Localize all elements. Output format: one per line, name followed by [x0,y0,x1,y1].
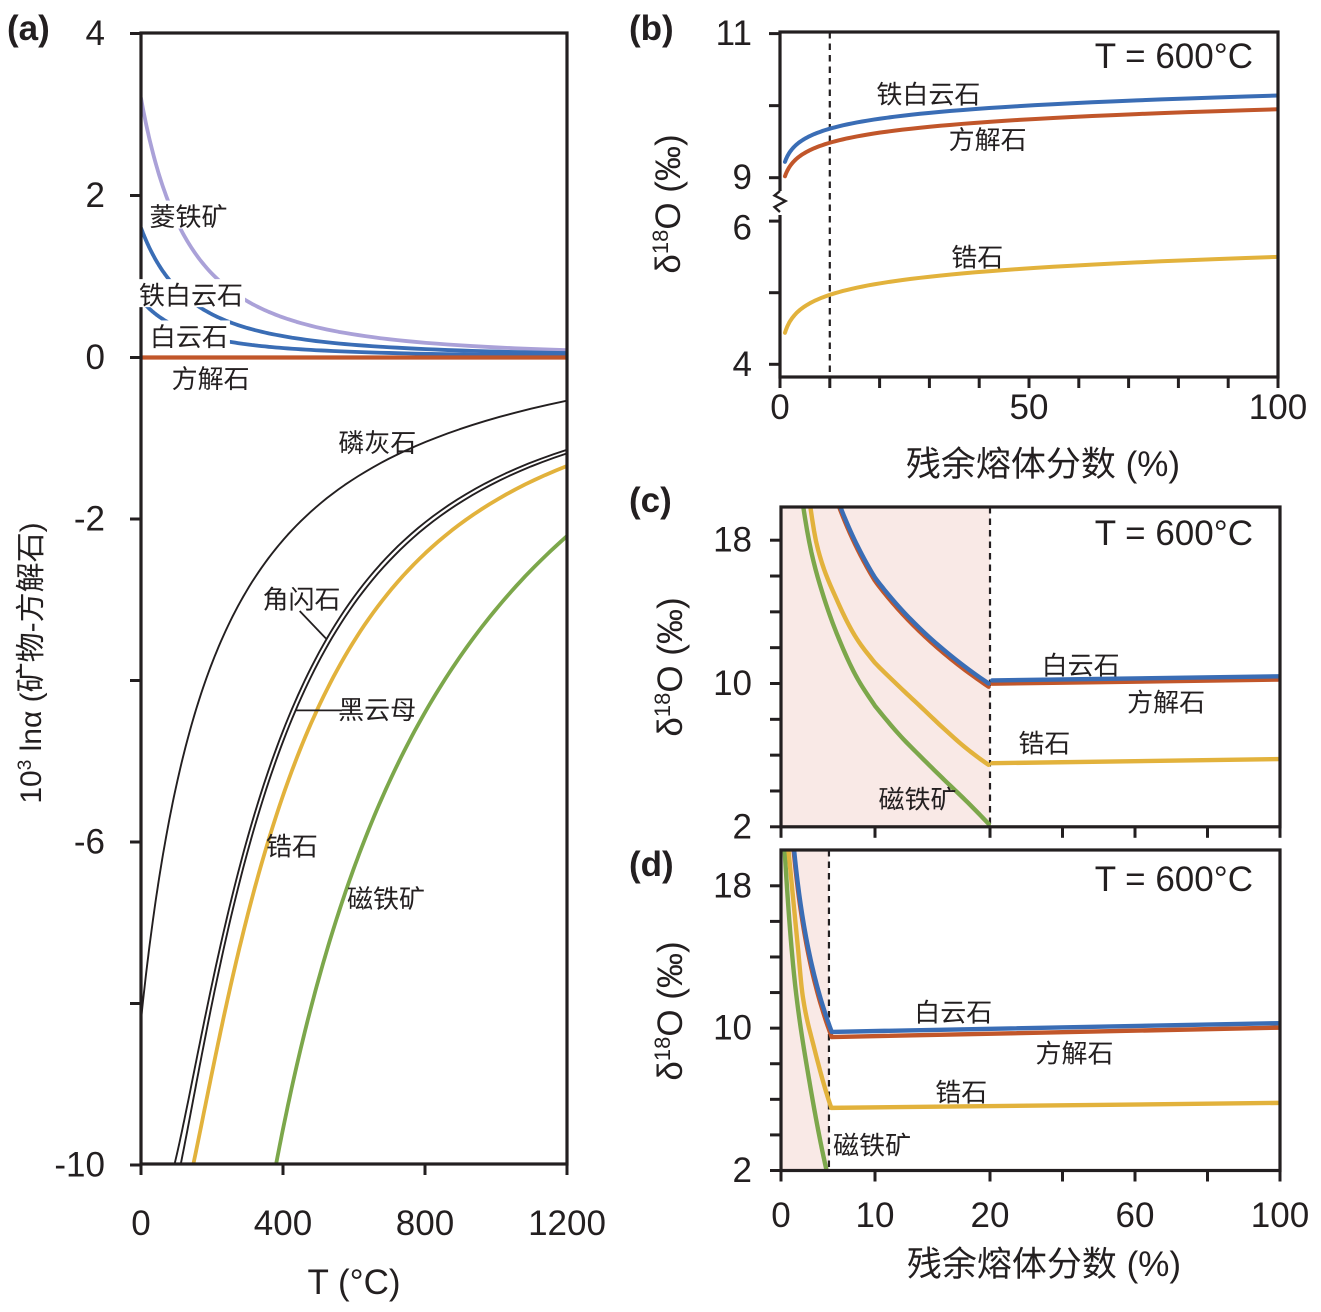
x-tick-label: 0 [131,1204,150,1243]
curve-label: 锆石 [266,832,318,862]
x-tick-label: 800 [396,1204,454,1243]
curve-label-bg [147,200,230,229]
series-zircon-curve [808,507,1280,768]
series-hornblende-curve [173,448,567,1164]
series-magnetite-curve [801,507,992,827]
x-axis-title: 残余熔体分数 (%) [907,1245,1181,1284]
curve-label: 磁铁矿 [879,784,957,814]
series-biotite-curve [179,452,567,1164]
y-axis-title: δ18O (‰) [650,941,690,1080]
series-dolomite-curve [838,507,1280,686]
curve-label-bg [137,279,246,308]
plot-box [779,505,1282,829]
x-axis-title: T (°C) [307,1263,400,1302]
panel-b: 0 50 100 4 6 9 11 残余熔体分数 (%) δ18O (‰) (b) T = 600°… [629,9,1307,484]
plot-box [779,848,1282,1173]
curve-label: 方解石 [1127,687,1205,717]
x-tick-label: 100 [1249,388,1307,427]
curve-label: 白云石 [1042,651,1120,681]
temperature-label: T = 600°C [1095,860,1253,899]
y-tick-label: -6 [74,823,105,862]
series-ankerite-curve [782,93,1278,164]
series-zircon-curve [782,254,1278,335]
curve-label: 黑云母 [338,695,416,725]
curve-label-leader [299,610,327,640]
x-axis-title: 残余熔体分数 (%) [906,445,1180,484]
panel-d: 0 10 20 60 100 2 10 18 残余熔体分数 (%) δ18O (‰) (d) T = … [629,845,1309,1284]
x-tick-label: 50 [1010,388,1049,427]
curve-label: 锆石 [1018,728,1070,758]
y-tick-label: 4 [733,345,752,384]
x-tick-label: 20 [971,1196,1010,1235]
temperature-label: T = 600°C [1095,37,1253,76]
curve-label: 锆石 [951,242,1003,272]
y-tick-label: -2 [74,500,105,539]
curve-label: 铁白云石 [876,80,980,110]
curve-label: 铁白云石 [139,281,243,311]
curve-label: 锆石 [935,1077,987,1107]
curve-label: 白云石 [150,322,228,352]
x-tick-label: 0 [770,388,789,427]
y-tick-label: 10 [713,664,752,703]
curve-label: 磁铁矿 [833,1131,911,1161]
panel-label-c: (c) [629,481,672,520]
curve-label: 方解石 [172,364,250,394]
series-magnetite-curve [782,850,829,1171]
y-axis-title: δ18O (‰) [650,597,690,736]
panel-label-a: (a) [7,9,50,48]
curve-label-bg [169,362,252,391]
x-tick-label: 0 [771,1196,790,1235]
panel-label-d: (d) [629,845,674,884]
y-tick-label: 2 [86,176,105,215]
y-axis-title: δ18O (‰) [648,134,688,273]
series-ankerite-curve [141,226,567,355]
y-axis-title: 103 lnα (矿物-方解石) [15,522,48,803]
y-tick-label: 18 [713,521,752,560]
x-tick-label: 400 [254,1204,312,1243]
y-tick-label: 4 [86,14,105,53]
y-tick-label: 2 [733,1151,752,1190]
plot-box [778,30,1280,379]
x-tick-label: 100 [1251,1196,1309,1235]
temperature-label: T = 600°C [1095,514,1253,553]
x-tick-label: 60 [1116,1196,1155,1235]
curve-label: 角闪石 [262,584,340,614]
series-zircon-curve [191,464,567,1164]
axis-break-zigzag [772,190,789,213]
curve-label: 白云石 [914,997,992,1027]
assimilation-stage-band [781,507,990,827]
y-tick-label: 18 [713,866,752,905]
y-tick-label: 0 [86,338,105,377]
series-siderite-curve [141,96,567,353]
curve-label: 磷灰石 [338,428,416,458]
series-apatite-curve [141,399,567,1021]
series-magnetite-curve [274,534,567,1164]
curve-label: 菱铁矿 [150,202,228,232]
y-tick-label: 11 [716,14,752,53]
series-calcite-curve [782,107,1278,179]
y-tick-label: 10 [713,1009,752,1048]
x-tick-label: 1200 [528,1204,606,1243]
y-tick-label: -10 [54,1146,105,1185]
panel-a: 0 400 800 1200 4 2 0 -2 -6 -10 T (°C) 103 lnα (矿物-方… [7,9,606,1302]
series-dolomite-curve [791,850,1280,1035]
series-zircon-curve [786,850,1280,1111]
curve-label-bg [147,320,230,349]
panel-label-b: (b) [629,9,674,48]
curve-label: 方解石 [1035,1038,1113,1068]
y-tick-label: 2 [733,807,752,846]
plot-box [139,31,569,1166]
curve-label: 方解石 [949,125,1027,155]
y-tick-label: 6 [733,209,752,248]
curve-label: 磁铁矿 [347,884,425,914]
y-tick-label: 9 [733,158,752,197]
x-tick-label: 10 [856,1196,895,1235]
